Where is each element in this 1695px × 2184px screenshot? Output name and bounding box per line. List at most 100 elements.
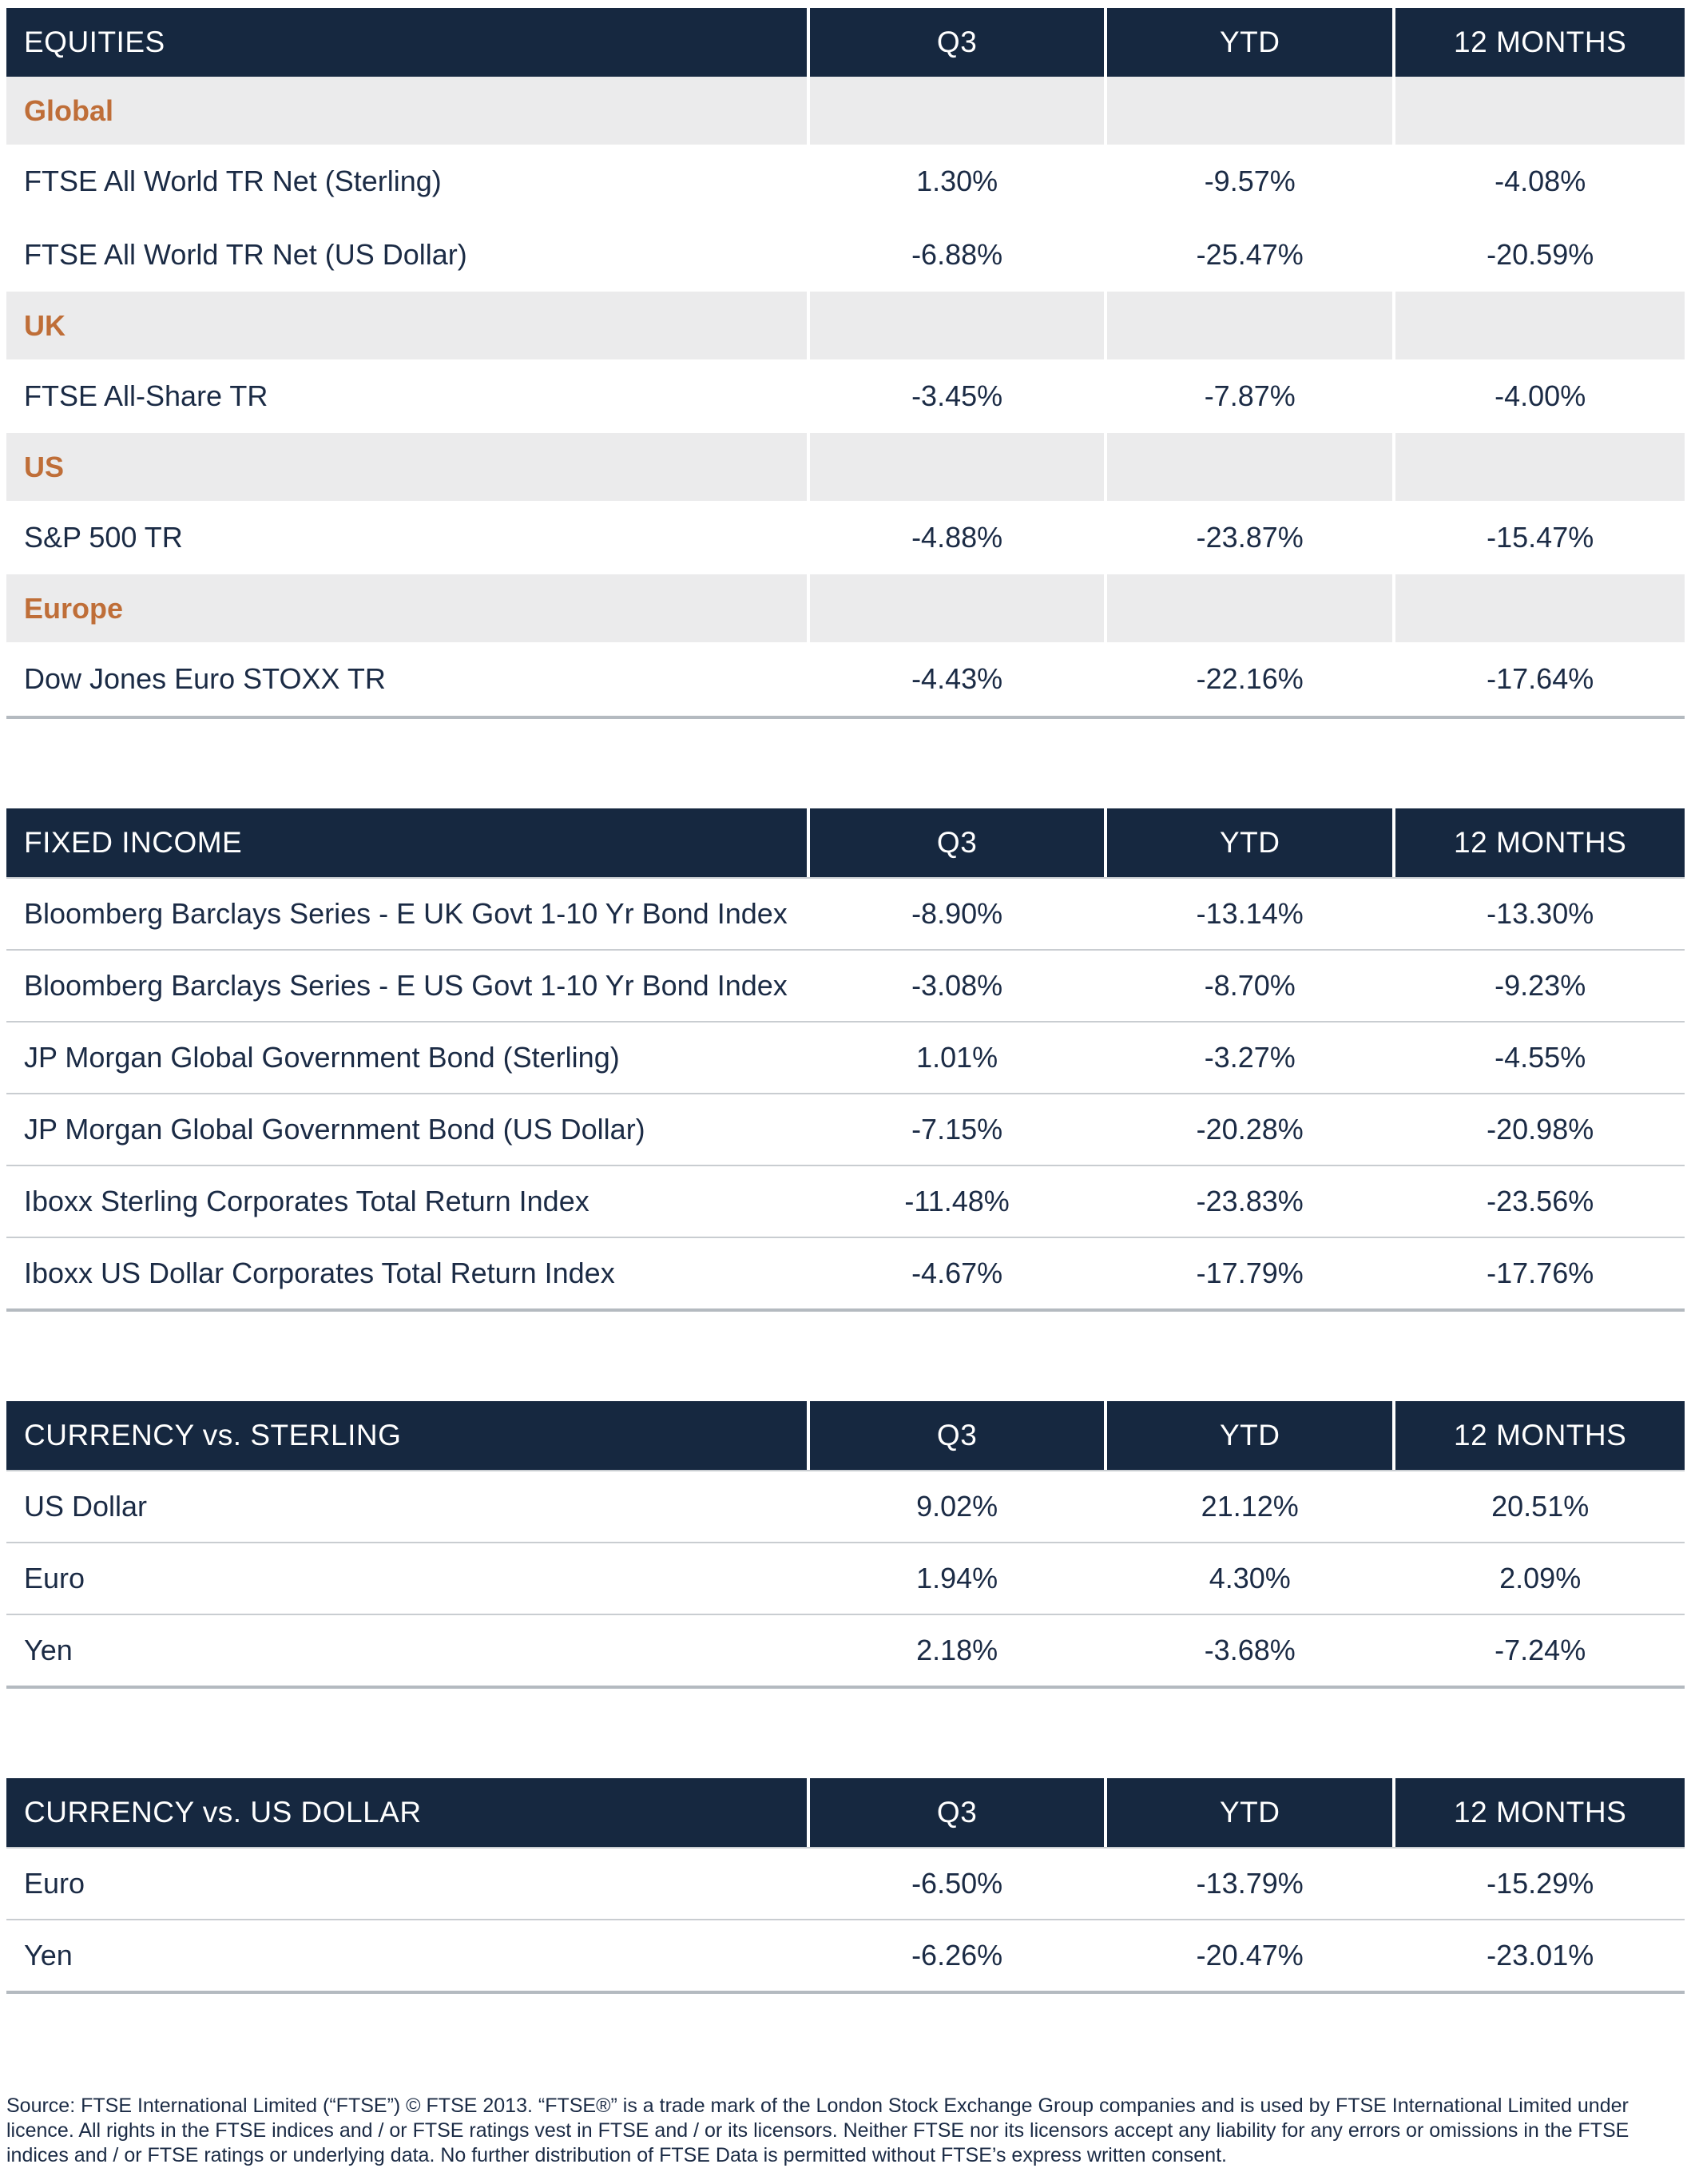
row-value: -20.47% [1196,1939,1304,1972]
column-header-ytd: YTD [1104,8,1392,77]
column-header-q3: Q3 [807,1778,1104,1847]
column-header-q3: Q3 [807,1401,1104,1470]
row-value: -3.27% [1204,1041,1296,1074]
table-title: CURRENCY vs. US DOLLAR [24,1796,422,1829]
row-label: Yen [24,1634,73,1666]
section-label: Europe [24,591,124,625]
row-label: US Dollar [24,1490,148,1523]
row-value: -15.29% [1487,1867,1594,1900]
section-cell-empty [807,292,1104,359]
row-value: 4.30% [1209,1562,1291,1594]
row-value: -9.57% [1204,165,1296,197]
table-row: US Dollar 9.02% 21.12% 20.51% [6,1471,1685,1542]
currency-vs-us-dollar-table: CURRENCY vs. US DOLLAR Q3 YTD 12 MONTHS Euro… [6,1778,1685,1994]
row-value: -7.15% [911,1113,1003,1146]
row-label: FTSE All-Share TR [24,379,268,412]
row-value: 1.01% [916,1041,998,1074]
section-row: US [6,433,1685,501]
section-row: Europe [6,574,1685,642]
column-header-12-months: 12 MONTHS [1392,1778,1685,1847]
row-value: -23.56% [1487,1185,1594,1217]
row-value: 1.30% [916,165,998,197]
table-row: FTSE All World TR Net (Sterling) 1.30% -9.… [6,145,1685,218]
section-label: UK [24,308,65,342]
row-value: -11.48% [904,1185,1010,1217]
row-value: -20.98% [1487,1113,1594,1146]
row-value: -9.23% [1495,969,1586,1002]
table-row: FTSE All-Share TR -3.45% -7.87% -4.00% [6,359,1685,433]
row-value: -23.01% [1487,1939,1594,1972]
section-row: Global [6,77,1685,145]
section-cell-empty [807,574,1104,642]
row-value: -17.76% [1487,1257,1594,1289]
row-label: Euro [24,1867,85,1900]
row-value: -4.08% [1495,165,1586,197]
currency-vs-us-dollar-header-row: CURRENCY vs. US DOLLAR Q3 YTD 12 MONTHS [6,1778,1685,1848]
row-label: Bloomberg Barclays Series - E UK Govt 1-… [24,897,788,930]
column-header-q3: Q3 [807,8,1104,77]
row-label: Yen [24,1939,73,1972]
table-title: EQUITIES [24,26,165,58]
section-row: UK [6,292,1685,359]
table-row: Yen 2.18% -3.68% -7.24% [6,1614,1685,1686]
table-row: Iboxx US Dollar Corporates Total Return … [6,1237,1685,1308]
row-value: -4.55% [1495,1041,1586,1074]
row-value: -13.30% [1487,897,1594,930]
row-label: FTSE All World TR Net (Sterling) [24,165,442,197]
column-header-ytd: YTD [1104,808,1392,877]
table-row: Iboxx Sterling Corporates Total Return I… [6,1165,1685,1237]
column-header-q3: Q3 [807,808,1104,877]
row-label: Bloomberg Barclays Series - E US Govt 1-… [24,969,788,1002]
row-value: 21.12% [1201,1490,1299,1523]
column-header-12-months: 12 MONTHS [1392,808,1685,877]
row-value: -13.79% [1196,1867,1304,1900]
table-row: JP Morgan Global Government Bond (Sterli… [6,1021,1685,1093]
row-value: -6.88% [911,238,1003,271]
column-header-ytd: YTD [1104,1778,1392,1847]
section-cell-empty [1392,292,1685,359]
row-label: S&P 500 TR [24,521,183,554]
section-cell-empty [1104,433,1392,501]
section-cell-empty [1104,77,1392,145]
section-label: Global [24,93,114,127]
row-label: Euro [24,1562,85,1594]
row-value: -3.45% [911,379,1003,412]
row-value: -6.50% [911,1867,1003,1900]
section-cell-empty [807,433,1104,501]
table-row: JP Morgan Global Government Bond (US Dol… [6,1093,1685,1165]
column-header-12-months: 12 MONTHS [1392,1401,1685,1470]
table-row: Euro -6.50% -13.79% -15.29% [6,1848,1685,1919]
row-value: -20.28% [1196,1113,1304,1146]
row-value: 9.02% [916,1490,998,1523]
currency-vs-sterling-table: CURRENCY vs. STERLING Q3 YTD 12 MONTHS US Do… [6,1401,1685,1689]
tables-container: EQUITIES Q3 YTD 12 MONTHS Global FTSE All Wor… [6,8,1685,1994]
section-cell-empty [1392,433,1685,501]
table-title: CURRENCY vs. STERLING [24,1419,402,1451]
fixed-income-table: FIXED INCOME Q3 YTD 12 MONTHS Bloomberg Barc… [6,808,1685,1312]
row-value: 1.94% [916,1562,998,1594]
row-value: -25.47% [1196,238,1304,271]
section-cell-empty [1392,574,1685,642]
section-label: US [24,450,65,483]
row-label: JP Morgan Global Government Bond (US Dol… [24,1113,645,1146]
row-value: -17.64% [1487,662,1594,695]
row-value: -13.14% [1196,897,1304,930]
source-note: Source: FTSE International Limited (“FTS… [6,2095,1630,2166]
row-value: -8.90% [911,897,1003,930]
table-title: FIXED INCOME [24,826,243,859]
row-label: FTSE All World TR Net (US Dollar) [24,238,467,271]
equities-table: EQUITIES Q3 YTD 12 MONTHS Global FTSE All Wor… [6,8,1685,719]
table-row: Yen -6.26% -20.47% -23.01% [6,1919,1685,1991]
table-row: Dow Jones Euro STOXX TR -4.43% -22.16% -17.… [6,642,1685,716]
section-cell-empty [1392,77,1685,145]
row-value: -7.24% [1495,1634,1586,1666]
row-value: 20.51% [1491,1490,1590,1523]
row-value: -6.26% [911,1939,1003,1972]
row-label: Iboxx US Dollar Corporates Total Return … [24,1257,615,1289]
row-value: -3.08% [911,969,1003,1002]
equities-header-row: EQUITIES Q3 YTD 12 MONTHS [6,8,1685,77]
row-value: -8.70% [1204,969,1296,1002]
row-value: -22.16% [1196,662,1304,695]
column-header-12-months: 12 MONTHS [1392,8,1685,77]
